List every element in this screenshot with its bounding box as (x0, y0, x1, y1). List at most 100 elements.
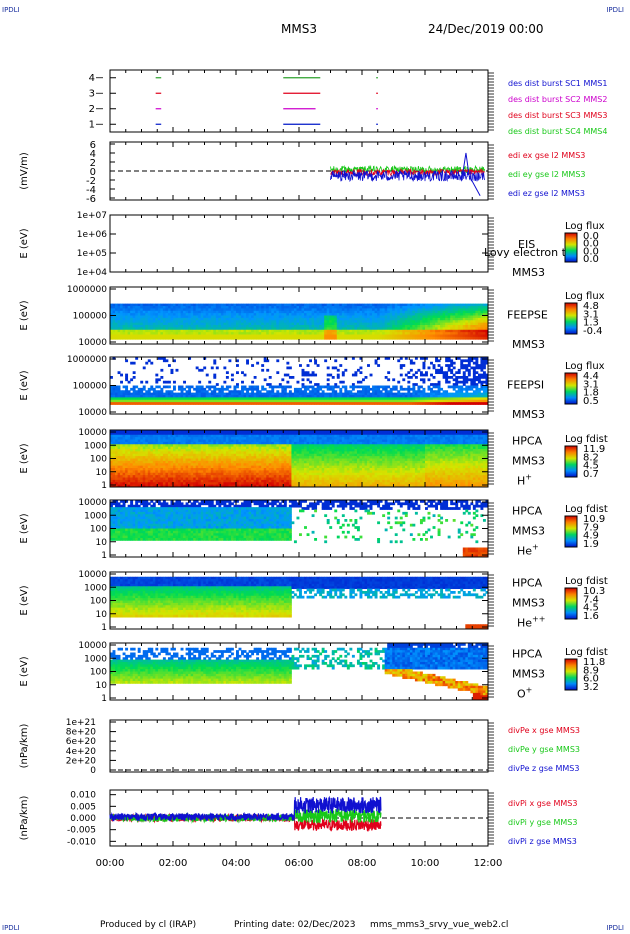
feepse-cell (208, 329, 212, 333)
hpca_h-cell (155, 482, 159, 486)
feepse-cell (314, 315, 318, 319)
feepse-cell (351, 334, 355, 338)
feepse-cell (110, 308, 113, 312)
hpca_h-cell (112, 432, 116, 436)
feepse-cell (309, 310, 312, 314)
feepsi-cell (306, 399, 310, 403)
feepsi-cell (430, 361, 433, 365)
feepse-cell (445, 322, 449, 326)
feepsi-cell (412, 399, 416, 403)
feepsi-cell (369, 387, 373, 391)
feepse-cell (180, 329, 184, 333)
feepsi-cell (306, 373, 310, 377)
hpca_h-cell (115, 460, 118, 464)
feepse-cell (268, 336, 272, 340)
feepse-cell (362, 334, 365, 338)
feepsi-cell (351, 399, 355, 403)
feepse-cell (367, 336, 370, 340)
hpca_h-cell (185, 475, 189, 478)
feepse-cell (407, 317, 411, 321)
feepsi-cbar-tick: 1.8 (583, 388, 599, 399)
feepsi-cell (394, 385, 398, 389)
feepse-cell (359, 329, 363, 333)
feepsi-cell (445, 395, 449, 398)
feepse-cell (157, 336, 161, 340)
feepse-cell (379, 317, 383, 321)
feepse-cell (477, 306, 481, 309)
feepsi-cell (261, 397, 265, 401)
feepse-cell (130, 332, 134, 335)
feepse-cell (190, 322, 194, 326)
hpca_h-cell (110, 468, 113, 471)
feepse-cell (384, 315, 388, 319)
hpca_h-cell (175, 449, 179, 452)
hpca_h-cell (183, 458, 186, 462)
hpca_h-cell (122, 458, 126, 462)
feepse-cell (427, 306, 431, 309)
feepsi-cell (188, 387, 192, 391)
hpca_h-cell (183, 482, 186, 486)
feepsi-cell (341, 399, 345, 403)
feepsi-cell (183, 397, 186, 401)
feepse-cell (203, 320, 207, 324)
feepse-cell (374, 315, 378, 319)
feepse-cell (299, 327, 302, 331)
feepse-cell (339, 317, 343, 321)
feepse-cell (238, 306, 242, 309)
feepse-cell (195, 336, 199, 340)
feepsi-cell (349, 397, 353, 401)
hpca_h-cell (170, 475, 174, 478)
feepse-cell (167, 322, 171, 326)
feepsi-cell (127, 397, 131, 401)
feepse-cell (193, 329, 197, 333)
feepse-cell (115, 306, 118, 309)
feepse-cell (140, 332, 144, 335)
feepsi-cell (364, 399, 368, 403)
feepse-cell (173, 327, 176, 331)
hpca_h-cell (155, 437, 159, 440)
feepsi-cell (205, 392, 209, 396)
feepse-cell (339, 306, 343, 309)
hpca_h-cell (120, 475, 123, 478)
hpca_h-cell (155, 472, 159, 476)
corner-label-left: IPDLI (2, 6, 20, 14)
feepse-cell (412, 322, 416, 326)
hpca_h-cell (140, 444, 144, 448)
feepsi-cell (437, 368, 441, 372)
feepse-cell (215, 313, 219, 316)
hpca_h-cell (190, 482, 194, 486)
feepse-cell (354, 325, 358, 328)
feepse-cell (127, 315, 131, 319)
feepsi-cell (147, 390, 151, 394)
feepse-cell (266, 303, 270, 307)
hpca_h-cell (195, 472, 199, 476)
feepsi-cell (309, 392, 312, 396)
hpca_h-cell (167, 453, 171, 457)
feepse-cell (435, 327, 438, 331)
feepsi-cell (253, 395, 257, 398)
feepse-cell (137, 336, 141, 340)
feepse-cell (220, 313, 224, 316)
feepsi-cell (435, 385, 438, 389)
feepse-cell (167, 320, 171, 324)
feepse-cell (455, 334, 459, 338)
hpca_h-cell (137, 456, 141, 459)
feepsi-cell (430, 373, 433, 377)
feepsi-cell (447, 395, 451, 398)
feepsi-cell (117, 399, 121, 403)
feepse-cell (442, 313, 446, 316)
feepse-cell (482, 322, 486, 326)
feepse-cell (198, 325, 202, 328)
hpca_h-cell (193, 453, 197, 457)
feepse-cell (394, 322, 398, 326)
hpca_h-cell (127, 434, 131, 438)
feepsi-cell (457, 368, 461, 372)
feepse-cell (306, 317, 310, 321)
feepse-cell (263, 317, 267, 321)
feepse-cell (253, 329, 257, 333)
feepse-cell (382, 322, 386, 326)
hpca_h-cell (135, 470, 139, 474)
burst-legend-item: des dist burst SC4 MMS4 (508, 127, 607, 136)
hpca_h-cell (122, 437, 126, 440)
feepse-cell (359, 332, 363, 335)
